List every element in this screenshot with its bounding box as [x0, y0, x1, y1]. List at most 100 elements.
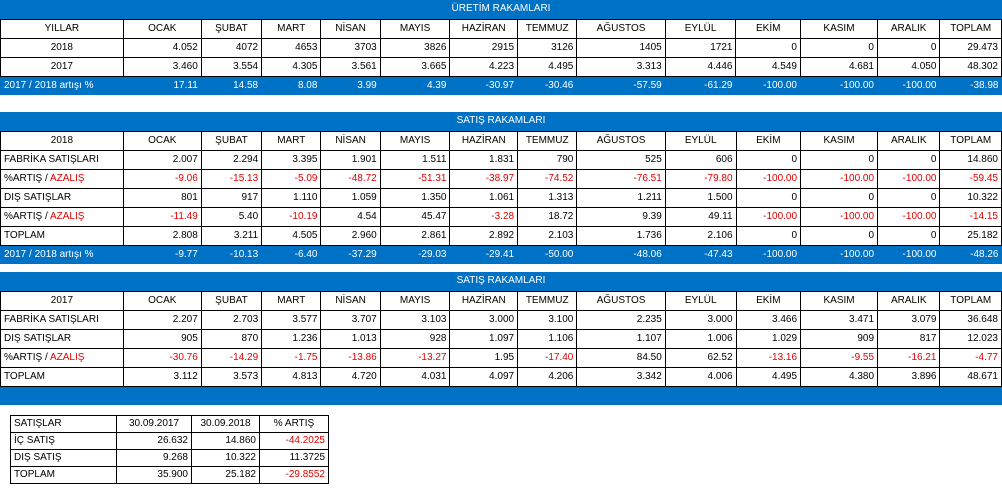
table-row: 2018 4.052 4072 4653 3703 3826 2915 3126 1405 172…	[0, 37, 1002, 58]
footer-value: 17.11	[122, 76, 202, 95]
table-row: %ARTIŞ / AZALIŞ -9.06 -15.13 -5.09 -48.72 -51…	[0, 168, 1002, 189]
header-cell: KASIM	[800, 290, 879, 311]
table-cell: 3.000	[664, 309, 737, 330]
table-cell: 25.182	[939, 225, 1002, 246]
table-cell: -100.00	[877, 168, 941, 189]
header-cell: EKİM	[735, 130, 802, 151]
header-cell: 30.09.2018	[191, 415, 260, 433]
table-cell: 3.342	[576, 366, 666, 387]
table-cell: 1.059	[320, 187, 381, 208]
table-cell: 3.896	[877, 366, 941, 387]
table-cell: 4.549	[735, 56, 801, 77]
table-cell: 14.860	[939, 149, 1002, 170]
table-cell: 4.495	[517, 56, 578, 77]
table-cell: -59.45	[939, 168, 1002, 189]
table-cell: -17.40	[517, 347, 578, 368]
table-row: DIŞ SATIŞLAR 905 870 1.236 1.013 928 1.097 1.10…	[0, 328, 1002, 349]
row-label-part: %ARTIŞ /	[4, 351, 50, 363]
table-row: %ARTIŞ / AZALIŞ -11.49 5.40 -10.19 4.54 45.47…	[0, 206, 1002, 227]
table-cell: -100.00	[735, 168, 802, 189]
table-cell: -100.00	[800, 168, 879, 189]
table-cell: 0	[877, 187, 941, 208]
table-cell: 905	[122, 328, 202, 349]
table-cell: 9.268	[116, 449, 192, 467]
table-cell: -74.52	[517, 168, 578, 189]
table-cell: 1405	[576, 37, 666, 58]
row-label: İÇ SATIŞ	[10, 432, 117, 450]
table-cell: 5.40	[200, 206, 263, 227]
satis-2017-block: SATIŞ RAKAMLARI 2017 OCAK ŞUBAT MART NİSAN MA…	[0, 272, 1002, 405]
table-cell: 1.901	[320, 149, 381, 170]
row-label: %ARTIŞ / AZALIŞ	[0, 206, 124, 227]
uretim-header-row: YILLAR OCAK ŞUBAT MART NİSAN MAYIS HAZİRAN TEMM…	[0, 18, 1002, 39]
header-cell: EKİM	[735, 290, 802, 311]
summary-table: SATIŞLAR 30.09.2017 30.09.2018% ARTIŞ İÇ SA…	[10, 415, 329, 484]
footer-value: -37.29	[320, 245, 381, 264]
table-cell: 0	[735, 187, 802, 208]
header-cell: NİSAN	[320, 130, 381, 151]
table-cell: 3.707	[320, 309, 381, 330]
row-label-decrease: AZALIŞ	[49, 210, 85, 222]
table-cell: 1.736	[576, 225, 666, 246]
header-cell: ŞUBAT	[200, 18, 263, 39]
satis-2017-title: SATIŞ RAKAMLARI	[0, 272, 1002, 291]
table-row: TOPLAM 3.112 3.573 4.813 4.720 4.031 4.097 4.20…	[0, 366, 1002, 387]
header-cell: % ARTIŞ	[259, 415, 329, 433]
footer-value: -100.00	[735, 76, 801, 95]
footer-value: -57.59	[576, 76, 666, 95]
table-cell: -14.29	[200, 347, 263, 368]
table-cell: 1.013	[320, 328, 381, 349]
header-cell: MART	[261, 18, 322, 39]
table-cell: -100.00	[800, 206, 879, 227]
table-cell: 12.023	[939, 328, 1002, 349]
table-cell: 2.103	[517, 225, 578, 246]
table-cell: 1.061	[449, 187, 519, 208]
uretim-block: ÜRETİM RAKAMLARI YILLAR OCAK ŞUBAT MART NİSA…	[0, 0, 1002, 95]
table-cell: 2.861	[379, 225, 451, 246]
table-cell: 4.052	[122, 37, 202, 58]
header-cell: EYLÜL	[664, 290, 737, 311]
row-label: TOPLAM	[0, 225, 124, 246]
table-cell: 2.892	[449, 225, 519, 246]
table-cell: -10.19	[261, 206, 322, 227]
table-cell: 3.460	[122, 56, 202, 77]
table-cell: 0	[735, 225, 802, 246]
row-label-part: %ARTIŞ /	[4, 172, 50, 184]
table-cell: 3126	[517, 37, 578, 58]
header-cell: MAYIS	[379, 18, 451, 39]
row-label: TOPLAM	[0, 366, 124, 387]
footer-label: 2017 / 2018 artışı %	[0, 76, 124, 95]
footer-value: -61.29	[664, 76, 736, 95]
table-cell: 4.446	[664, 56, 737, 77]
table-cell: 4072	[200, 37, 263, 58]
header-cell: ARALIK	[877, 130, 941, 151]
footer-value: -38.98	[939, 76, 1002, 95]
table-cell: 525	[576, 149, 666, 170]
satis-2017-header-row: 2017 OCAK ŞUBAT MART NİSAN MAYIS HAZİRAN TEMMUZ…	[0, 290, 1002, 311]
row-label-decrease: AZALIŞ	[49, 351, 85, 363]
table-cell: 4.305	[261, 56, 322, 77]
header-cell: 2018	[0, 130, 124, 151]
header-cell: NİSAN	[320, 290, 381, 311]
table-cell: 4.54	[320, 206, 381, 227]
table-cell: 1.511	[379, 149, 451, 170]
table-cell: -15.13	[200, 168, 263, 189]
header-cell: NİSAN	[320, 18, 381, 39]
footer-value: -50.00	[517, 245, 577, 264]
footer-value: -29.41	[449, 245, 518, 264]
table-cell: 790	[517, 149, 578, 170]
table-cell: 1.831	[449, 149, 519, 170]
header-cell: ARALIK	[876, 18, 941, 39]
table-cell: 3.665	[379, 56, 451, 77]
table-cell: 909	[800, 328, 879, 349]
table-cell: 25.182	[191, 466, 260, 484]
table-cell: 1721	[664, 37, 737, 58]
table-cell: 1.95	[449, 347, 519, 368]
table-cell: -30.76	[122, 347, 202, 368]
table-cell: 2.007	[122, 149, 202, 170]
table-cell: 2.703	[200, 309, 263, 330]
table-cell: 4653	[261, 37, 322, 58]
table-row: 2017 3.460 3.554 4.305 3.561 3.665 4.223 4.495 3…	[0, 56, 1002, 77]
header-cell: TEMMUZ	[517, 130, 578, 151]
table-cell: -51.31	[379, 168, 451, 189]
